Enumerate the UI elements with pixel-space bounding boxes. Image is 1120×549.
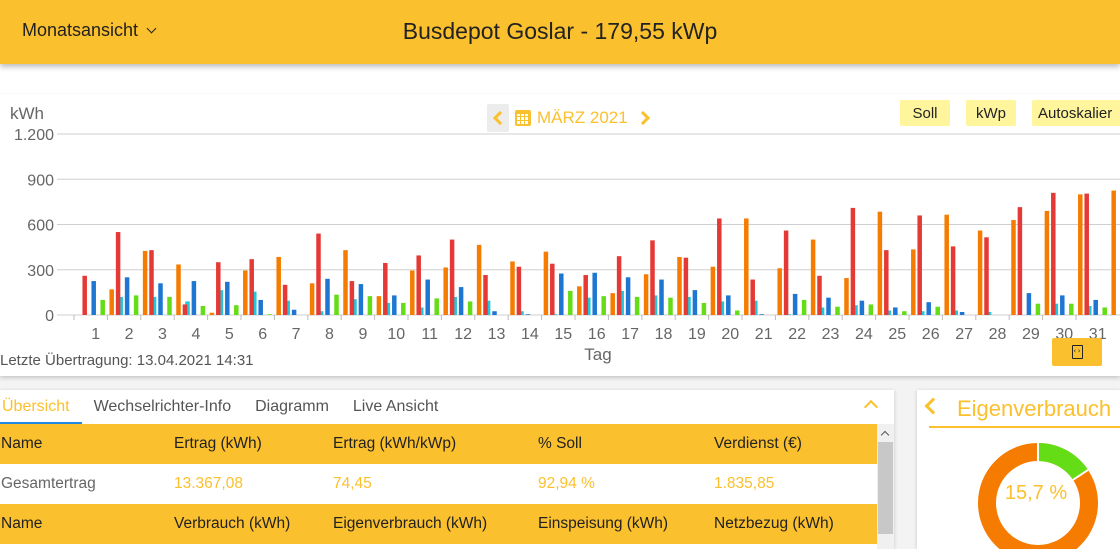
- svg-text:600: 600: [27, 218, 54, 235]
- y-axis-unit: kWh: [10, 104, 44, 123]
- svg-text:27: 27: [955, 326, 973, 343]
- table-header-row: Name Ertrag (kWh) Ertrag (kWh/kWp) % Sol…: [0, 424, 877, 464]
- autoscale-toggle-button[interactable]: Autoskalier: [1032, 100, 1120, 126]
- month-label[interactable]: MÄRZ 2021: [537, 108, 628, 127]
- svg-text:25: 25: [888, 326, 906, 343]
- column-header: Verdienst (€): [714, 435, 802, 452]
- column-header: % Soll: [538, 435, 582, 452]
- donut-chart: [978, 443, 1098, 549]
- svg-text:26: 26: [922, 326, 940, 343]
- svg-text:10: 10: [387, 326, 405, 343]
- svg-text:23: 23: [822, 326, 840, 343]
- chevron-left-icon: [492, 110, 508, 126]
- tab-diagramm[interactable]: Diagramm: [255, 398, 329, 415]
- file-code-icon: ‹›: [1071, 345, 1083, 359]
- page-title: Busdepot Goslar - 179,55 kWp: [402, 18, 718, 44]
- table-scrollbar[interactable]: [877, 424, 894, 549]
- table-header-row: Name Verbrauch (kWh) Eigenverbrauch (kWh…: [0, 504, 877, 544]
- scrollbar-thumb[interactable]: [878, 442, 893, 534]
- chart-card: 0 300 600 900 1.200 1 2 3 4 5 6 7 8 9 10 11 12 13 14 15 16 17…: [0, 94, 1120, 376]
- column-header: Eigenverbrauch (kWh): [333, 515, 488, 532]
- month-navigator: MÄRZ 2021: [487, 104, 656, 132]
- tab-wechselrichter-info[interactable]: Wechselrichter-Info: [93, 398, 232, 415]
- svg-text:29: 29: [1022, 326, 1040, 343]
- top-bar: Monatsansicht Busdepot Goslar - 179,55 k…: [0, 0, 1120, 64]
- scroll-up-icon[interactable]: [880, 430, 890, 440]
- svg-text:2: 2: [125, 326, 134, 343]
- overview-panel: Übersicht Wechselrichter-Info Diagramm L…: [0, 390, 894, 549]
- column-header: Name: [1, 515, 43, 532]
- overview-table: Name Ertrag (kWh) Ertrag (kWh/kWp) % Sol…: [0, 424, 877, 544]
- divider: [929, 426, 1120, 428]
- tab-uebersicht[interactable]: Übersicht: [0, 390, 82, 424]
- svg-text:12: 12: [454, 326, 472, 343]
- view-selector-label: Monatsansicht: [22, 20, 139, 40]
- tab-live-ansicht[interactable]: Live Ansicht: [352, 398, 439, 415]
- svg-text:13: 13: [488, 326, 506, 343]
- collapse-chevron-up-icon[interactable]: [863, 399, 879, 415]
- header-spacer: [0, 64, 1120, 94]
- svg-text:15: 15: [554, 326, 572, 343]
- last-transfer-text: Letzte Übertragung: 13.04.2021 14:31: [0, 352, 254, 369]
- ertrag-kwh-kwp-value: 74,45: [333, 475, 372, 492]
- svg-text:1: 1: [91, 326, 100, 343]
- table-row: Gesamtertrag 13.367,08 74,45 92,94 % 1.8…: [0, 464, 877, 504]
- prev-month-button[interactable]: [487, 104, 509, 132]
- column-header: Verbrauch (kWh): [174, 515, 291, 532]
- tab-bar: Übersicht Wechselrichter-Info Diagramm L…: [0, 390, 450, 424]
- svg-text:28: 28: [989, 326, 1007, 343]
- chevron-right-icon: [635, 110, 650, 126]
- svg-text:19: 19: [688, 326, 706, 343]
- next-month-button[interactable]: [634, 104, 656, 132]
- svg-text:300: 300: [27, 263, 54, 280]
- column-header: Ertrag (kWh): [174, 435, 262, 452]
- svg-text:7: 7: [292, 326, 301, 343]
- svg-text:0: 0: [45, 308, 54, 325]
- svg-text:900: 900: [27, 172, 54, 189]
- column-header: Netzbezug (kWh): [714, 515, 834, 532]
- eigenverbrauch-panel: Eigenverbrauch 15,7 %: [917, 390, 1120, 549]
- export-button[interactable]: ‹›: [1052, 338, 1102, 366]
- svg-text:3: 3: [158, 326, 167, 343]
- svg-text:24: 24: [855, 326, 873, 343]
- column-header: Einspeisung (kWh): [538, 515, 669, 532]
- svg-text:14: 14: [521, 326, 539, 343]
- soll-toggle-button[interactable]: Soll: [900, 100, 950, 126]
- svg-text:6: 6: [258, 326, 267, 343]
- kwp-toggle-button[interactable]: kWp: [966, 100, 1016, 126]
- donut-percent: 15,7 %: [1004, 482, 1068, 504]
- svg-text:11: 11: [421, 326, 438, 343]
- svg-text:8: 8: [325, 326, 334, 343]
- column-header: Ertrag (kWh/kWp): [333, 435, 457, 452]
- svg-text:20: 20: [721, 326, 739, 343]
- svg-text:22: 22: [788, 326, 806, 343]
- soll-percent-value: 92,94 %: [538, 475, 595, 492]
- ertrag-kwh-value: 13.367,08: [174, 475, 243, 492]
- verdienst-value: 1.835,85: [714, 475, 775, 492]
- svg-text:1.200: 1.200: [14, 127, 54, 144]
- row-name: Gesamtertrag: [1, 475, 96, 492]
- svg-text:9: 9: [358, 326, 367, 343]
- calendar-icon: [515, 110, 531, 126]
- view-selector[interactable]: Monatsansicht: [22, 20, 157, 41]
- svg-text:17: 17: [621, 326, 639, 343]
- svg-text:16: 16: [588, 326, 606, 343]
- donut-title: Eigenverbrauch: [957, 396, 1112, 421]
- column-header: Name: [1, 435, 43, 452]
- svg-text:21: 21: [755, 326, 773, 343]
- svg-text:Tag: Tag: [584, 345, 611, 364]
- svg-text:18: 18: [655, 326, 673, 343]
- svg-text:5: 5: [225, 326, 234, 343]
- svg-text:4: 4: [191, 326, 200, 343]
